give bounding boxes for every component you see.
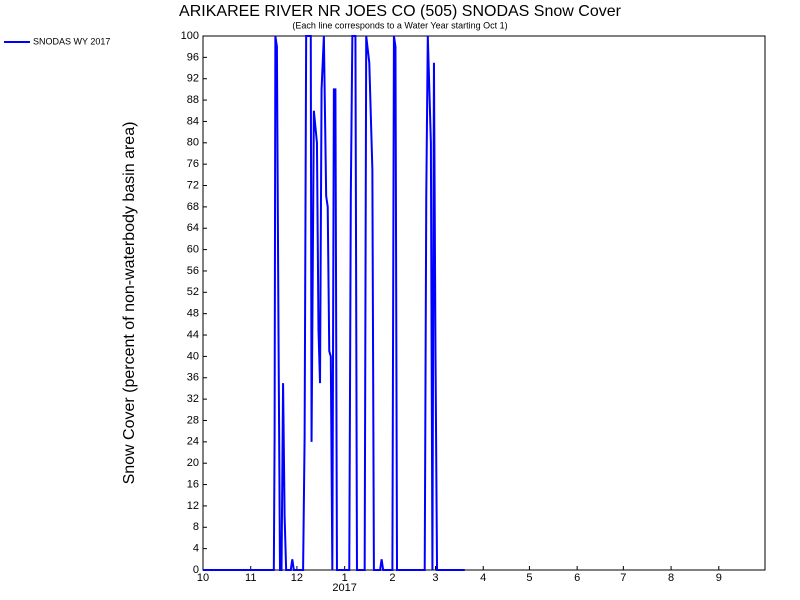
series-line: [203, 35, 465, 571]
y-tick-label: 52: [187, 286, 199, 298]
x-tick-label: 2: [389, 572, 395, 584]
x-tick-label: 3: [432, 572, 438, 584]
y-tick-label: 36: [187, 372, 199, 384]
x-tick-label: 4: [480, 572, 486, 584]
plot-frame: [202, 35, 766, 571]
y-tick-label: 8: [193, 521, 199, 533]
x-tick-label: 10: [197, 572, 209, 584]
chart-title: ARIKAREE RIVER NR JOES CO (505) SNODAS S…: [179, 3, 622, 20]
y-tick-label: 100: [181, 30, 199, 42]
x-tick-label: 12: [291, 572, 303, 584]
legend-label: SNODAS WY 2017: [33, 36, 110, 46]
chart-subtitle: (Each line corresponds to a Water Year s…: [292, 20, 507, 30]
y-tick-label: 68: [187, 201, 199, 213]
x-tick-label: 8: [668, 572, 674, 584]
y-tick-label: 80: [187, 137, 199, 149]
y-tick-label: 0: [193, 564, 199, 576]
y-tick-label: 60: [187, 244, 199, 256]
y-tick-label: 64: [187, 222, 199, 234]
y-tick-label: 84: [187, 115, 199, 127]
y-tick-label: 4: [193, 543, 199, 555]
x-tick-label: 9: [716, 572, 722, 584]
y-tick-label: 12: [187, 500, 199, 512]
y-tick-label: 44: [187, 329, 199, 341]
x-tick-label: 11: [245, 572, 256, 584]
x-tick-label: 5: [526, 572, 532, 584]
y-tick-label: 72: [187, 179, 199, 191]
x-tick-sublabel: 2017: [332, 582, 356, 594]
y-tick-label: 92: [187, 73, 199, 85]
y-tick-label: 20: [187, 457, 199, 469]
y-tick-label: 48: [187, 308, 199, 320]
y-tick-label: 24: [187, 436, 199, 448]
x-tick-label: 7: [620, 572, 626, 584]
x-tick-label: 6: [574, 572, 580, 584]
x-tick-label: 1: [342, 572, 348, 584]
y-tick-label: 96: [187, 51, 199, 63]
y-axis-label: Snow Cover (percent of non-waterbody bas…: [121, 122, 138, 485]
y-tick-label: 88: [187, 94, 199, 106]
y-tick-label: 76: [187, 158, 199, 170]
y-tick-label: 28: [187, 414, 199, 426]
y-tick-label: 16: [187, 478, 199, 490]
y-tick-label: 56: [187, 265, 199, 277]
y-tick-label: 32: [187, 393, 199, 405]
y-tick-label: 40: [187, 350, 199, 362]
